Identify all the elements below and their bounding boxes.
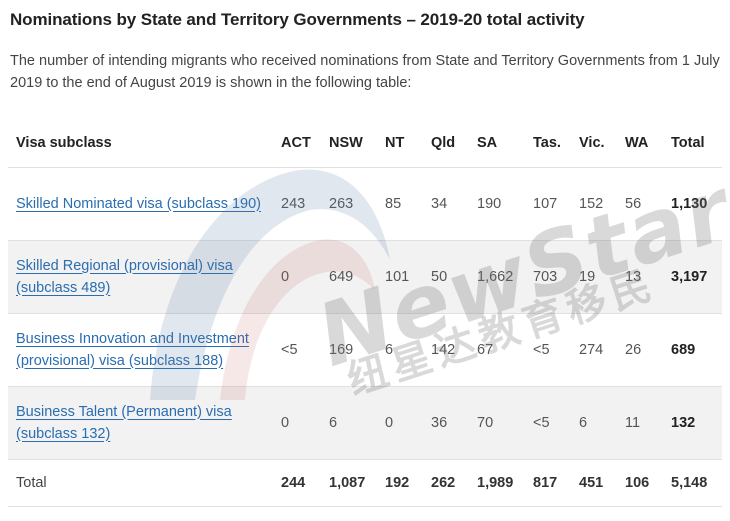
table-cell: 70 [477,414,494,431]
table-cell: 703 [533,268,558,285]
header-total: Total [663,119,722,168]
total-cell: 262 [431,474,456,491]
table-cell: 34 [431,195,448,212]
row-total-cell: 3,197 [671,268,708,285]
table-cell: 0 [281,414,290,431]
table-row: Skilled Nominated visa (subclass 190) 24… [8,167,722,240]
table-row: Skilled Regional (provisional) visa (sub… [8,240,722,313]
table-header-row: Visa subclass ACT NSW NT Qld SA Tas. Vic… [8,119,722,168]
total-cell: 1,087 [329,474,366,491]
page-title: Nominations by State and Territory Gover… [10,10,585,29]
header-qld: Qld [423,119,469,168]
table-cell: <5 [281,341,298,358]
table-cell: 263 [329,195,354,212]
table-cell: 274 [579,341,604,358]
table-cell: 142 [431,341,456,358]
total-cell: 106 [625,474,650,491]
table-cell: 152 [579,195,604,212]
header-nt: NT [377,119,423,168]
table-cell: 6 [385,341,394,358]
visa-cell: Skilled Regional (provisional) visa (sub… [8,240,273,313]
table-cell: 169 [329,341,354,358]
table-row: Business Talent (Permanent) visa (subcla… [8,386,722,459]
table-cell: 101 [385,268,410,285]
total-cell: 817 [533,474,558,491]
header-nsw: NSW [321,119,377,168]
visa-cell: Business Talent (Permanent) visa (subcla… [8,386,273,459]
visa-cell: Business Innovation and Investment (prov… [8,313,273,386]
table-cell: <5 [533,341,550,358]
header-tas: Tas. [525,119,571,168]
table-cell: 649 [329,268,354,285]
row-total-cell: 689 [671,341,696,358]
visa-link-188[interactable]: Business Innovation and Investment (prov… [16,330,249,369]
header-act: ACT [273,119,321,168]
table-cell: 107 [533,195,558,212]
table-cell: 36 [431,414,448,431]
table-cell: 0 [385,414,394,431]
table-cell: <5 [533,414,550,431]
table-cell: 67 [477,341,494,358]
nominations-table: Visa subclass ACT NSW NT Qld SA Tas. Vic… [8,119,722,507]
table-cell: 11 [625,414,641,431]
table-cell: 26 [625,341,642,358]
table-cell: 85 [385,195,402,212]
table-cell: 56 [625,195,642,212]
table-cell: 243 [281,195,306,212]
visa-link-190[interactable]: Skilled Nominated visa (subclass 190) [16,195,261,212]
total-cell: 1,989 [477,474,514,491]
row-total-cell: 132 [671,414,696,431]
table-cell: 190 [477,195,502,212]
table-total-row: Total 244 1,087 192 262 1,989 817 451 10… [8,459,722,506]
header-visa-subclass: Visa subclass [8,119,273,168]
total-cell: 192 [385,474,410,491]
total-cell: 244 [281,474,306,491]
table-cell: 6 [329,414,338,431]
header-sa: SA [469,119,525,168]
visa-cell: Skilled Nominated visa (subclass 190) [8,167,273,240]
intro-paragraph: The number of intending migrants who rec… [10,53,720,91]
table-cell: 50 [431,268,448,285]
header-vic: Vic. [571,119,617,168]
grand-total-cell: 5,148 [671,474,708,491]
table-cell: 6 [579,414,588,431]
total-label: Total [16,474,47,491]
table-row: Business Innovation and Investment (prov… [8,313,722,386]
table-cell: 0 [281,268,290,285]
table-cell: 13 [625,268,642,285]
visa-link-132[interactable]: Business Talent (Permanent) visa (subcla… [16,403,232,442]
row-total-cell: 1,130 [671,195,708,212]
table-cell: 1,662 [477,268,514,285]
visa-link-489[interactable]: Skilled Regional (provisional) visa (sub… [16,257,233,296]
total-cell: 451 [579,474,604,491]
table-cell: 19 [579,268,596,285]
header-wa: WA [617,119,663,168]
